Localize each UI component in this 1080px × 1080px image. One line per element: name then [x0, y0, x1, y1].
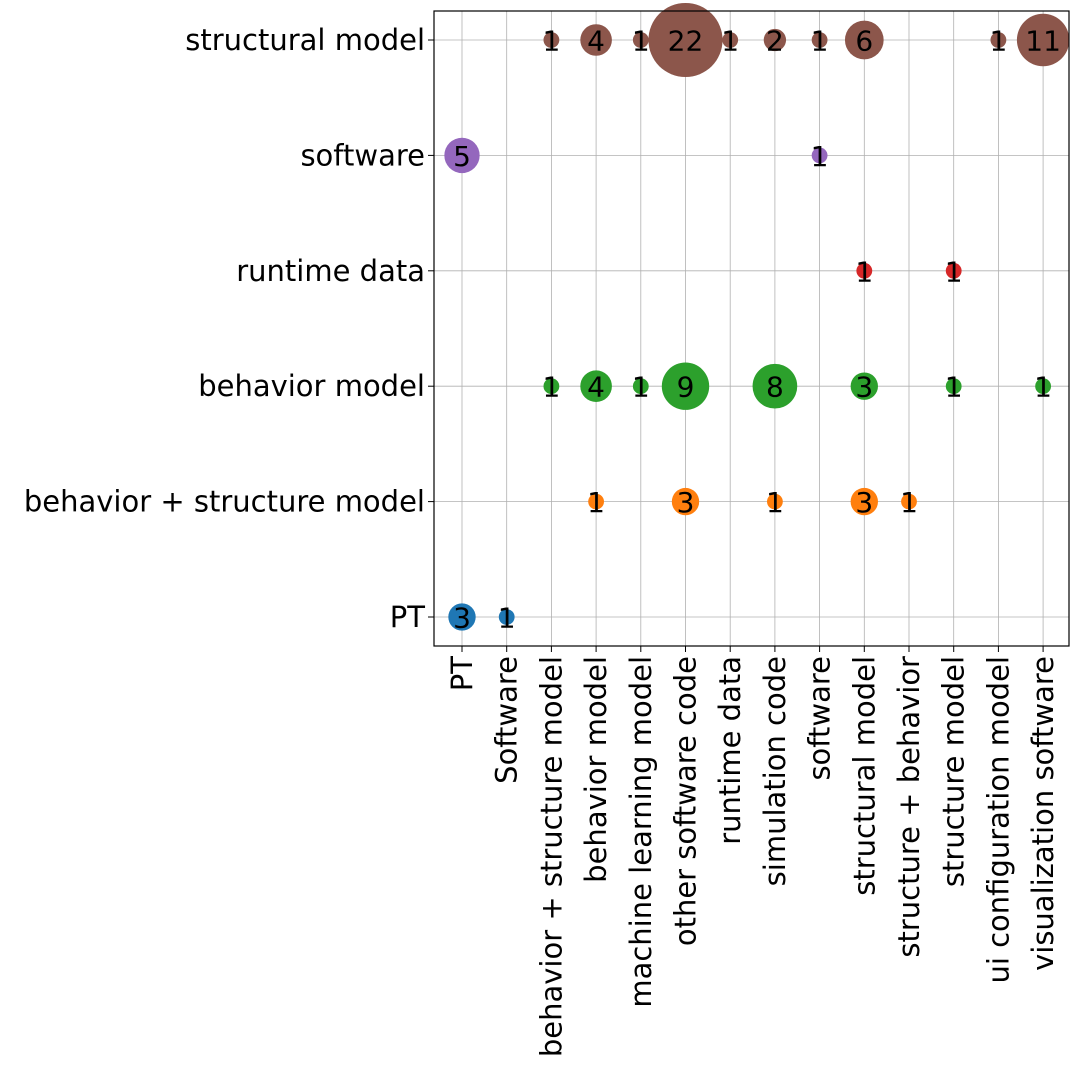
x-tick-label-runtime-data-6: runtime data	[713, 656, 747, 845]
bubbles: 3 11 3 1 3 11 4 1 9 8 3 1 11 15 11 4 1 22 1 2 1 6 1 11	[444, 2, 1070, 635]
bubble-structural-model-visualization-software	[1016, 13, 1070, 67]
bubble-structural-model-behavior-model	[580, 24, 612, 56]
y-tick-label-behavior-model: behavior model	[198, 369, 425, 403]
bubble-label-software-software: 1	[811, 140, 829, 173]
bubble-behavior-structure-model-other-software-code	[671, 487, 700, 516]
bubble-label-behavior-model-behavior-model: 4	[587, 371, 605, 404]
bubble-label-structural-model-simulation-code: 2	[766, 25, 784, 58]
bubble-label-behavior-model-other-software-code: 9	[677, 371, 695, 404]
bubble-structural-model-simulation-code	[763, 28, 787, 52]
y-tick-label-structural-model: structural model	[185, 23, 425, 57]
plot-frame	[433, 10, 1070, 647]
bubble-label-behavior-structure-model-behavior-model: 1	[587, 486, 605, 519]
x-tick-label-structure-behavior-10: structure + behavior	[892, 656, 926, 958]
bubble-label-runtime-data-structure-model: 1	[945, 255, 963, 288]
grid-lines	[434, 11, 1069, 646]
bubble-behavior-structure-model-structure-behavior	[901, 493, 917, 510]
bubble-runtime-data-structural-model	[856, 262, 873, 279]
bubble-behavior-model-visualization-software	[1035, 378, 1051, 395]
x-tick-label-simulation-code-7: simulation code	[758, 656, 792, 886]
x-tick-label-machine-learning-model-4: machine learning model	[624, 656, 658, 1008]
bubble-behavior-model-behavior-model	[580, 370, 612, 403]
bubble-structural-model-machine-learning-model	[632, 32, 649, 48]
bubble-label-behavior-model-structural-model: 3	[855, 371, 873, 404]
bubble-structural-model-software	[811, 32, 828, 48]
bubble-label-structural-model-machine-learning-model: 1	[632, 25, 650, 58]
bubble-label-pt-software: 1	[498, 602, 516, 635]
bubble-label-behavior-structure-model-simulation-code: 1	[766, 486, 784, 519]
y-tick-label-pt: PT	[390, 600, 425, 634]
bubble-structural-model-structural-model	[844, 20, 884, 60]
x-tick-label-behavior-model-3: behavior model	[579, 656, 613, 883]
axis-ticks	[428, 39, 1044, 652]
x-tick-label-ui-configuration-model-12: ui configuration model	[981, 656, 1015, 984]
bubble-label-behavior-model-machine-learning-model: 1	[632, 371, 650, 404]
bubble-structural-model-ui-configuration-model	[990, 32, 1007, 48]
bubble-label-behavior-model-behavior-structure-model: 1	[542, 371, 560, 404]
x-tick-label-other-software-code-5: other software code	[669, 656, 703, 946]
bubble-label-structural-model-structural-model: 6	[855, 25, 873, 58]
bubble-label-structural-model-runtime-data: 1	[721, 25, 739, 58]
bubble-behavior-model-simulation-code	[752, 363, 798, 409]
bubble-structural-model-behavior-structure-model	[543, 32, 560, 48]
bubble-label-behavior-structure-model-other-software-code: 3	[677, 486, 695, 519]
bubble-behavior-model-structural-model	[850, 372, 878, 400]
x-tick-label-behavior-structure-model-2: behavior + structure model	[534, 656, 568, 1057]
x-tick-label-pt-0: PT	[445, 656, 479, 691]
bubble-behavior-structure-model-structural-model	[850, 487, 878, 516]
bubble-pt-software	[498, 609, 515, 625]
bubble-behavior-structure-model-simulation-code	[767, 493, 783, 510]
bubble-label-behavior-structure-model-structural-model: 3	[855, 486, 873, 519]
bubble-behavior-model-structure-model	[945, 378, 962, 395]
bubble-label-structural-model-behavior-model: 4	[587, 25, 605, 58]
bubble-label-software-pt: 5	[453, 140, 471, 173]
bubble-label-behavior-model-simulation-code: 8	[766, 371, 784, 404]
bubble-structural-model-other-software-code	[648, 2, 723, 78]
bubble-behavior-structure-model-behavior-model	[588, 493, 604, 510]
y-tick-label-runtime-data: runtime data	[236, 254, 425, 288]
x-tick-label-visualization-software-13: visualization software	[1026, 656, 1060, 971]
x-tick-label-software-8: software	[803, 656, 837, 781]
x-axis-tick-labels: PT Software behavior + structure model beha…	[445, 656, 1060, 1057]
bubble-label-runtime-data-structural-model: 1	[855, 255, 873, 288]
y-tick-label-software: software	[300, 138, 425, 172]
bubble-pt-pt	[448, 603, 476, 631]
bubble-behavior-model-machine-learning-model	[632, 378, 649, 395]
bubble-behavior-model-other-software-code	[661, 362, 710, 410]
bubble-label-behavior-model-visualization-software: 1	[1034, 371, 1052, 404]
bubble-structural-model-runtime-data	[722, 32, 739, 48]
bubble-label-pt-pt: 3	[453, 602, 471, 635]
y-tick-label-behavior-structure-model: behavior + structure model	[24, 485, 425, 519]
x-tick-label-software-1: Software	[490, 656, 524, 784]
bubble-software-pt	[444, 137, 480, 174]
bubble-behavior-model-behavior-structure-model	[543, 378, 560, 395]
bubble-label-structural-model-ui-configuration-model: 1	[989, 25, 1007, 58]
bubble-label-structural-model-other-software-code: 22	[668, 25, 704, 58]
x-tick-label-structural-model-9: structural model	[847, 656, 881, 896]
bubble-label-structural-model-software: 1	[811, 25, 829, 58]
x-tick-label-structure-model-11: structure model	[937, 656, 971, 887]
bubble-software-software	[811, 147, 828, 164]
bubble-runtime-data-structure-model	[945, 262, 962, 279]
bubble-label-structural-model-visualization-software: 11	[1025, 25, 1061, 58]
bubble-label-behavior-model-structure-model: 1	[945, 371, 963, 404]
bubble-label-structural-model-behavior-structure-model: 1	[542, 25, 560, 58]
bubble-label-behavior-structure-model-structure-behavior: 1	[900, 486, 918, 519]
y-axis-tick-labels: PT behavior + structure model behavior mod…	[24, 23, 425, 634]
